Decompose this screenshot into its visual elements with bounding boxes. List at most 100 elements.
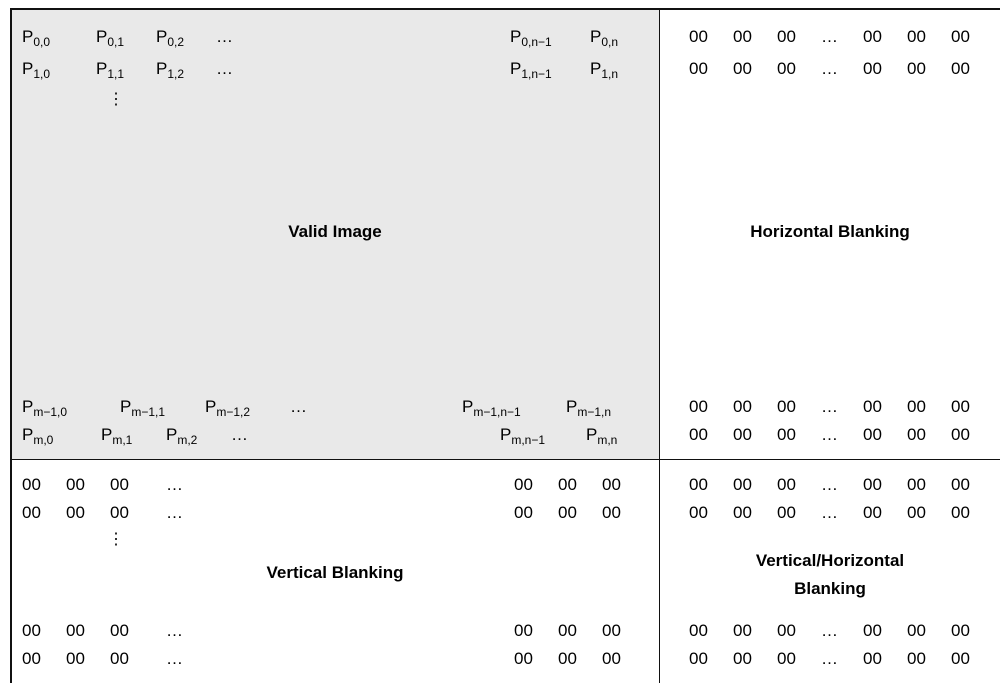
- pixel-label: Pm,n−1: [500, 425, 546, 447]
- pixel-label: P1,n−1: [510, 59, 552, 81]
- valid-image-region: [10, 8, 660, 460]
- blank-value: 00: [733, 621, 752, 640]
- horizontal-blanking-region: [660, 8, 1000, 460]
- blank-value: 00: [951, 503, 970, 522]
- blank-value: 00: [951, 397, 970, 416]
- pixel-label: P0,2: [156, 27, 185, 49]
- blank-value: 00: [689, 475, 708, 494]
- pixel-label: Pm−1,1: [120, 397, 166, 419]
- blank-value: 00: [558, 475, 577, 494]
- pixel-label: P1,0: [22, 59, 51, 81]
- pixel-label: Pm,n: [586, 425, 618, 447]
- blank-value: 00: [66, 503, 85, 522]
- vertical-blanking-region: [10, 460, 660, 683]
- blank-value: 00: [907, 59, 926, 78]
- pixel-label: Pm−1,n: [566, 397, 612, 419]
- vertical-horizontal-blanking-region: [660, 460, 1000, 683]
- blank-value: 00: [689, 649, 708, 668]
- blank-value: 00: [863, 397, 882, 416]
- blank-value: 00: [863, 425, 882, 444]
- pixel-label: P1,1: [96, 59, 125, 81]
- blank-value: 00: [777, 27, 796, 46]
- blank-value: 00: [602, 475, 621, 494]
- valid-image-label: Valid Image: [288, 222, 382, 241]
- blank-value: 00: [689, 27, 708, 46]
- blank-value: 00: [863, 27, 882, 46]
- blank-value: 00: [863, 621, 882, 640]
- blank-value: 00: [602, 621, 621, 640]
- vh-blanking-label-line2: Blanking: [794, 579, 866, 598]
- ellipsis: …: [821, 649, 838, 668]
- vh-blanking-label-line1: Vertical/Horizontal: [755, 551, 905, 570]
- ellipsis: …: [166, 475, 183, 494]
- blank-value: 00: [777, 503, 796, 522]
- ellipsis: …: [821, 27, 838, 46]
- pixel-label: P1,n: [590, 59, 619, 81]
- blank-value: 00: [110, 649, 129, 668]
- blank-value: 00: [733, 503, 752, 522]
- ellipsis: …: [166, 503, 183, 522]
- blank-value: 00: [733, 425, 752, 444]
- blank-value: 00: [689, 425, 708, 444]
- blank-value: 00: [733, 27, 752, 46]
- blank-value: 00: [777, 59, 796, 78]
- blank-value: 00: [22, 649, 41, 668]
- pixel-label: Pm,0: [22, 425, 54, 447]
- blank-value: 00: [951, 649, 970, 668]
- blank-value: 00: [558, 621, 577, 640]
- blank-value: 00: [951, 59, 970, 78]
- vertical-ellipsis: ⋮: [108, 531, 124, 548]
- ellipsis: …: [216, 27, 233, 46]
- blank-value: 00: [907, 503, 926, 522]
- blank-value: 00: [66, 475, 85, 494]
- blank-value: 00: [907, 397, 926, 416]
- blank-value: 00: [907, 475, 926, 494]
- blank-value: 00: [514, 503, 533, 522]
- blank-value: 00: [907, 27, 926, 46]
- blank-value: 00: [514, 475, 533, 494]
- blank-value: 00: [110, 621, 129, 640]
- ellipsis: …: [821, 503, 838, 522]
- blank-value: 00: [514, 621, 533, 640]
- blank-value: 00: [602, 503, 621, 522]
- blank-value: 00: [777, 621, 796, 640]
- blank-value: 00: [602, 649, 621, 668]
- pixel-label: P0,n: [590, 27, 619, 49]
- blank-value: 00: [66, 649, 85, 668]
- pixel-label: Pm−1,0: [22, 397, 68, 419]
- ellipsis: …: [821, 397, 838, 416]
- blank-value: 00: [863, 475, 882, 494]
- pixel-label: Pm,2: [166, 425, 198, 447]
- ellipsis: …: [231, 425, 248, 444]
- blank-value: 00: [863, 59, 882, 78]
- blank-value: 00: [22, 621, 41, 640]
- pixel-label: Pm−1,2: [205, 397, 251, 419]
- blank-value: 00: [733, 397, 752, 416]
- blank-value: 00: [110, 503, 129, 522]
- blank-value: 00: [733, 475, 752, 494]
- horizontal-blanking-label: Horizontal Blanking: [750, 222, 910, 241]
- ellipsis: …: [166, 649, 183, 668]
- blank-value: 00: [733, 59, 752, 78]
- blank-value: 00: [689, 59, 708, 78]
- blank-value: 00: [689, 503, 708, 522]
- blank-value: 00: [689, 621, 708, 640]
- blank-value: 00: [863, 649, 882, 668]
- blank-value: 00: [777, 649, 796, 668]
- ellipsis: …: [821, 475, 838, 494]
- blank-value: 00: [777, 475, 796, 494]
- blank-value: 00: [777, 425, 796, 444]
- ellipsis: …: [821, 59, 838, 78]
- ellipsis: …: [821, 425, 838, 444]
- blank-value: 00: [907, 649, 926, 668]
- blank-value: 00: [110, 475, 129, 494]
- vertical-blanking-label: Vertical Blanking: [266, 563, 404, 582]
- blank-value: 00: [907, 621, 926, 640]
- blank-value: 00: [951, 475, 970, 494]
- blank-value: 00: [863, 503, 882, 522]
- ellipsis: …: [166, 621, 183, 640]
- blank-value: 00: [66, 621, 85, 640]
- blank-value: 00: [907, 425, 926, 444]
- pixel-label: P1,2: [156, 59, 185, 81]
- vertical-ellipsis: ⋮: [108, 91, 124, 108]
